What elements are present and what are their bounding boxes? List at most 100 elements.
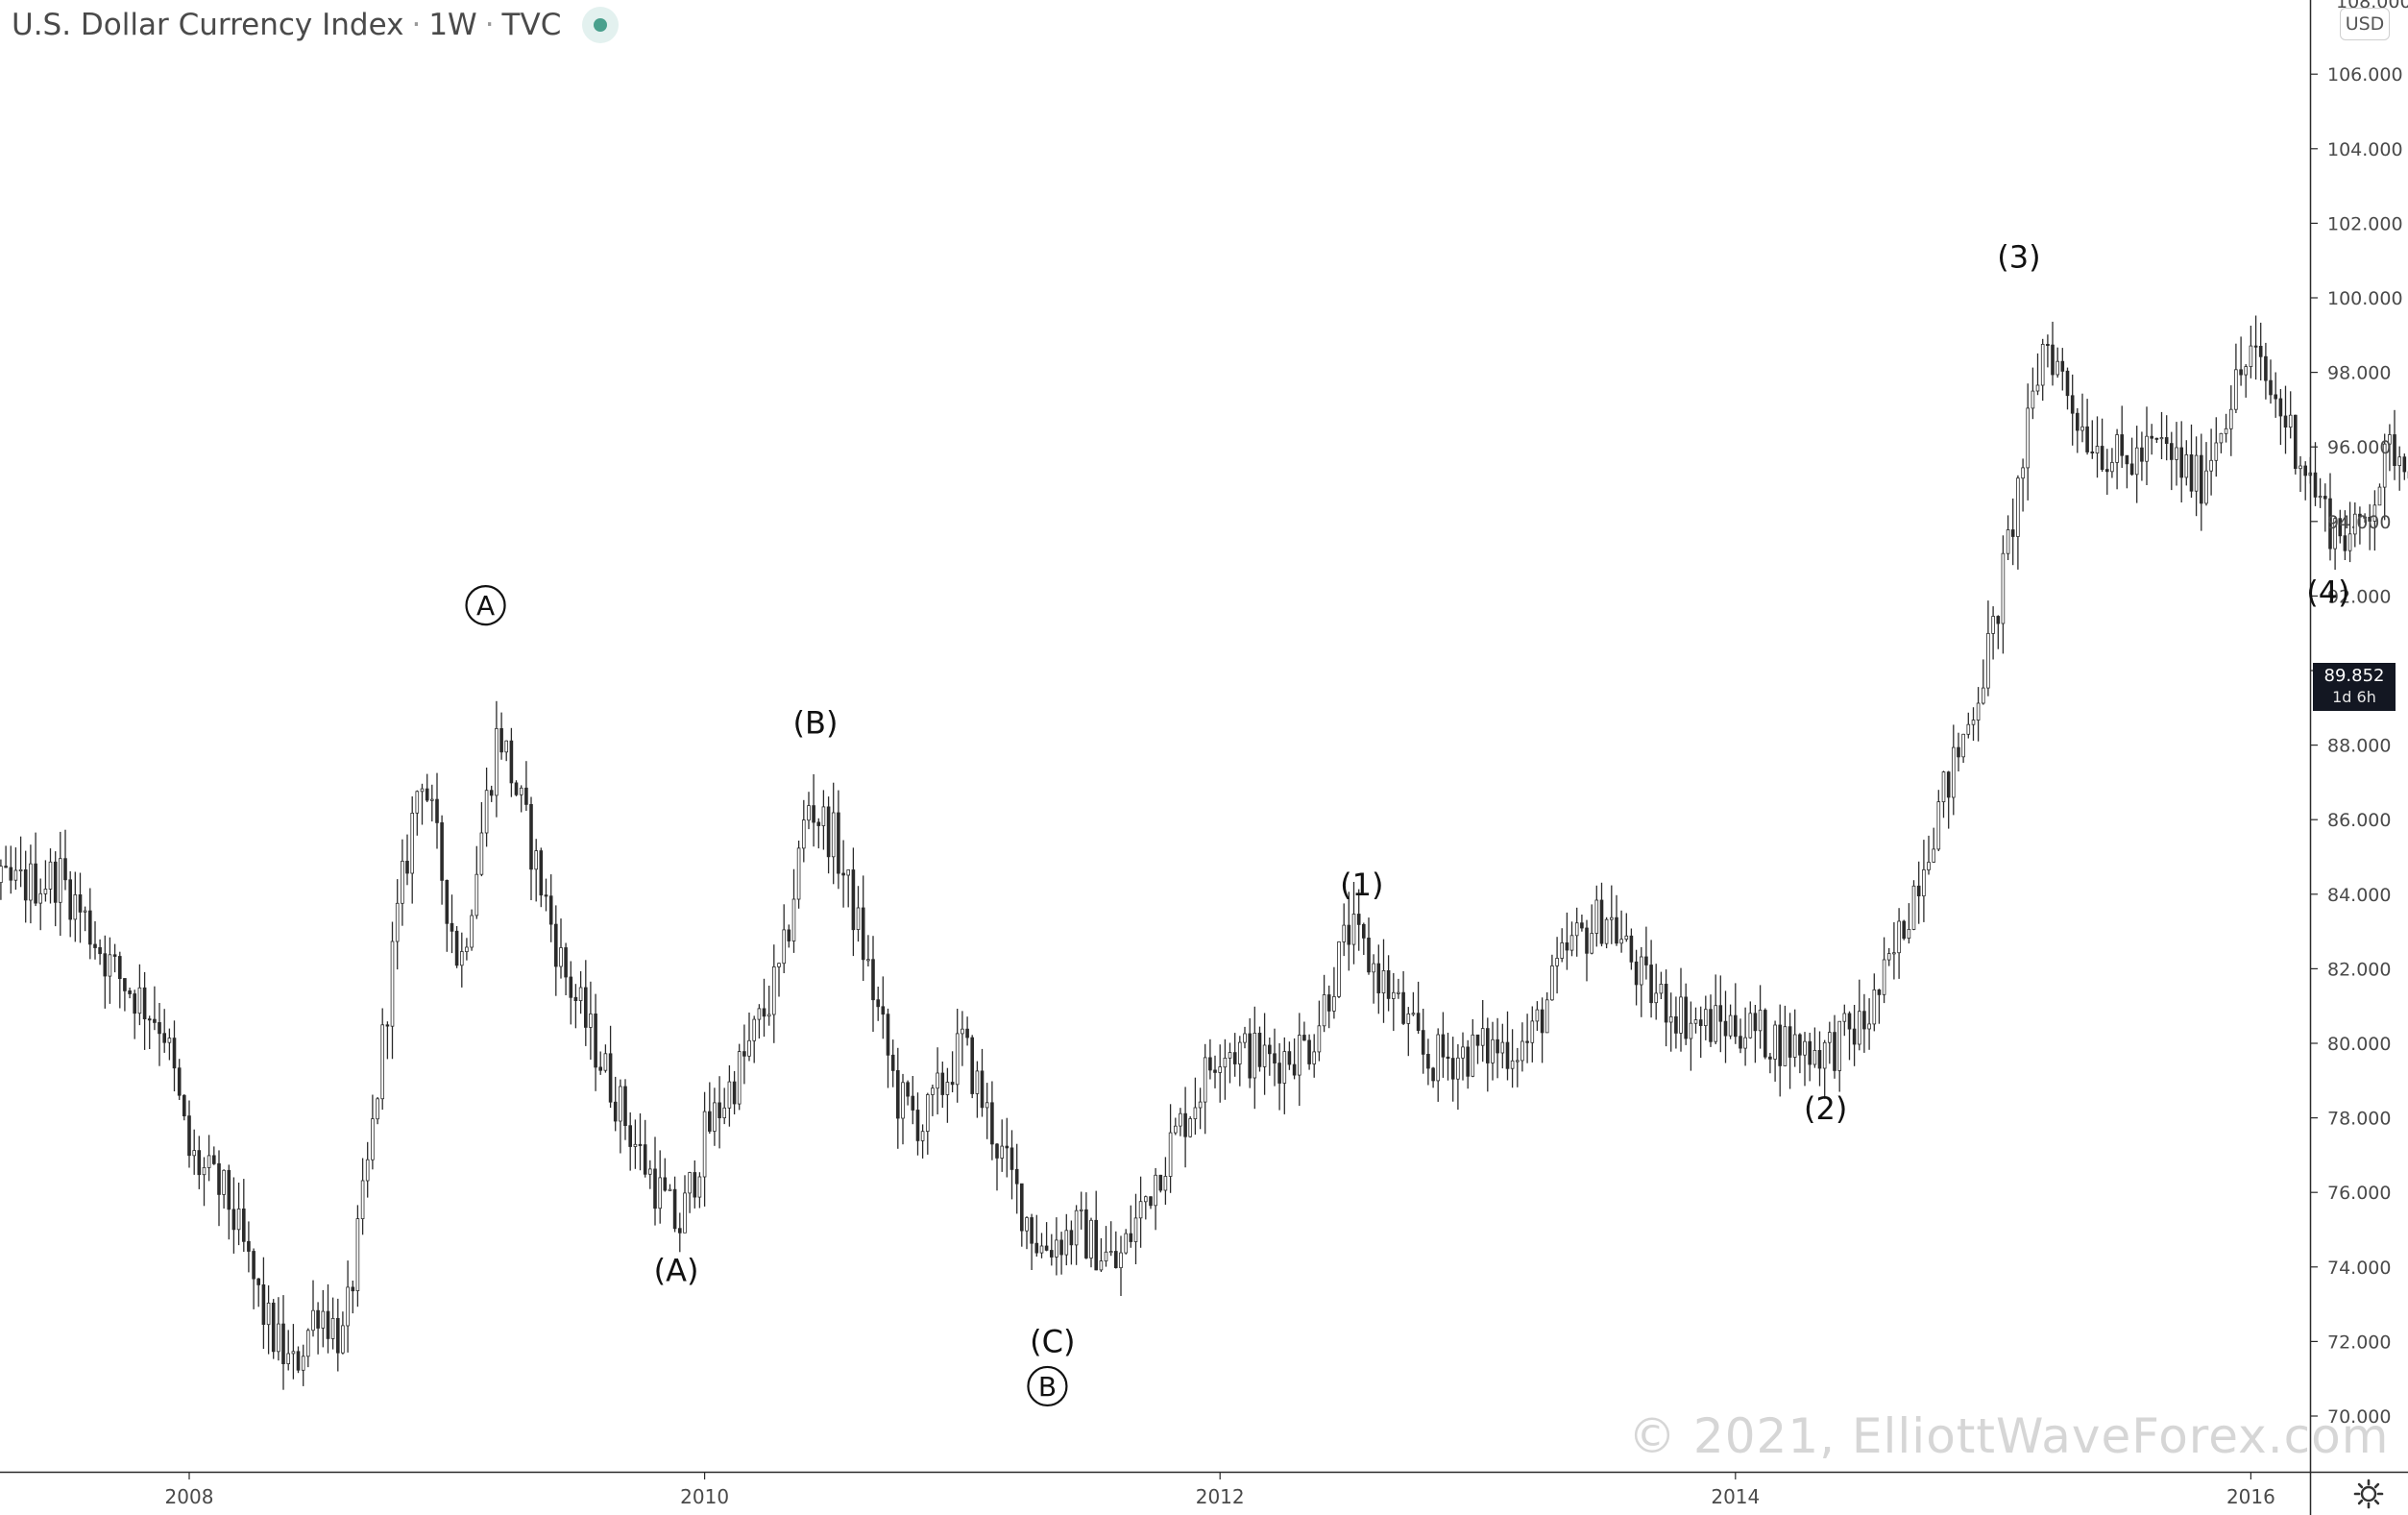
- candle-body: [1808, 1040, 1812, 1065]
- interval-label[interactable]: 1W: [428, 8, 477, 42]
- price-tick-label: 102.000: [2327, 213, 2403, 234]
- settings-button[interactable]: [2351, 1477, 2386, 1511]
- candle-body: [1574, 922, 1579, 937]
- candle-body: [1039, 1245, 1044, 1254]
- candle-body: [445, 880, 450, 924]
- price-tick-label: 94.000: [2327, 512, 2391, 533]
- candle-body: [2129, 463, 2134, 476]
- candle-body: [1020, 1183, 1024, 1232]
- candle-body: [2120, 434, 2125, 456]
- candle-body: [2244, 366, 2249, 376]
- candle-body: [147, 1018, 152, 1021]
- candle-body: [1401, 991, 1405, 1024]
- candle-body: [658, 1177, 662, 1210]
- candle-body: [1634, 961, 1639, 986]
- candle-body: [688, 1172, 692, 1194]
- candle-body: [791, 898, 796, 941]
- candle-body: [856, 907, 861, 931]
- candle-body: [2145, 435, 2149, 462]
- candle-body: [53, 861, 58, 903]
- candle-body: [1326, 994, 1331, 1012]
- candle-body: [713, 1102, 717, 1132]
- candle-body: [1927, 862, 1931, 870]
- candle-body: [2085, 426, 2089, 452]
- candle-body: [965, 1028, 969, 1039]
- candle-body: [1055, 1239, 1058, 1258]
- time-tick-label: 2016: [2226, 1485, 2275, 1508]
- candle-body: [1743, 1037, 1747, 1049]
- candle-body: [1426, 1054, 1430, 1069]
- candle-body: [2323, 496, 2327, 500]
- candle-body: [390, 941, 395, 1027]
- candle-body: [376, 1098, 379, 1120]
- price-tick-label: 88.000: [2327, 736, 2391, 757]
- candle-body: [1119, 1252, 1123, 1268]
- candle-body: [1991, 616, 1995, 634]
- candle-body: [619, 1086, 622, 1122]
- candle-body: [2189, 453, 2194, 492]
- candle-body: [470, 915, 474, 948]
- candle-body: [1555, 958, 1559, 966]
- candle-body: [990, 1102, 994, 1145]
- candle-body: [747, 1039, 751, 1057]
- candle-body: [1624, 935, 1629, 940]
- candle-body: [1376, 963, 1381, 993]
- candle-body: [1367, 938, 1371, 973]
- candle-body: [1668, 1016, 1673, 1023]
- candle-body: [598, 1066, 602, 1071]
- market-status-icon[interactable]: [582, 7, 620, 43]
- wave-label: (3): [1997, 238, 2040, 275]
- candle-body: [2239, 369, 2243, 376]
- candle-body: [34, 863, 37, 904]
- candle-body: [2377, 486, 2382, 506]
- candle-body: [2393, 434, 2396, 466]
- candle-body: [429, 798, 434, 801]
- candle-body: [1386, 970, 1391, 999]
- candle-body: [1619, 939, 1623, 944]
- candle-body: [1298, 1035, 1301, 1076]
- price-tick-label: 106.000: [2327, 64, 2403, 86]
- currency-button[interactable]: USD: [2340, 8, 2390, 40]
- candle-body: [970, 1037, 974, 1094]
- price-tick-label: 76.000: [2327, 1183, 2391, 1204]
- candle-body: [73, 894, 78, 920]
- gear-icon: [2353, 1478, 2384, 1509]
- candle-body: [1714, 1005, 1718, 1042]
- candle-body: [1277, 1063, 1281, 1084]
- candle-body: [1238, 1041, 1242, 1064]
- candle-body: [1104, 1251, 1108, 1262]
- candle-body: [931, 1087, 935, 1095]
- candle-body: [311, 1309, 315, 1332]
- candle-body: [1867, 1023, 1871, 1030]
- candle-body: [207, 1155, 211, 1168]
- symbol-name[interactable]: U.S. Dollar Currency Index: [12, 8, 404, 42]
- candle-body: [137, 987, 142, 1014]
- candle-body: [1693, 1019, 1698, 1024]
- candle-body: [1580, 922, 1584, 929]
- candle-body: [1976, 702, 1981, 721]
- candle-body: [236, 1209, 241, 1231]
- candle-body: [112, 954, 117, 957]
- candle-body: [360, 1180, 365, 1219]
- candle-body: [1599, 899, 1604, 944]
- candle-body: [484, 790, 489, 834]
- candle-body: [1996, 616, 2001, 624]
- candle-body: [158, 1022, 161, 1035]
- candle-body: [2288, 414, 2293, 428]
- candle-body: [613, 1101, 618, 1122]
- candle-body: [1099, 1260, 1104, 1271]
- candle-body: [539, 850, 544, 896]
- candle-body: [1248, 1033, 1253, 1079]
- candle-body: [1822, 1041, 1827, 1069]
- wave-label: B: [1038, 1371, 1057, 1403]
- candle-body: [573, 996, 578, 1002]
- candle-body: [802, 819, 806, 849]
- candle-body: [385, 1024, 390, 1027]
- candle-body: [1941, 771, 1946, 802]
- candle-body: [796, 847, 801, 900]
- candle-body: [1957, 746, 1960, 758]
- candle-body: [2006, 529, 2010, 554]
- candle-body: [980, 1070, 985, 1109]
